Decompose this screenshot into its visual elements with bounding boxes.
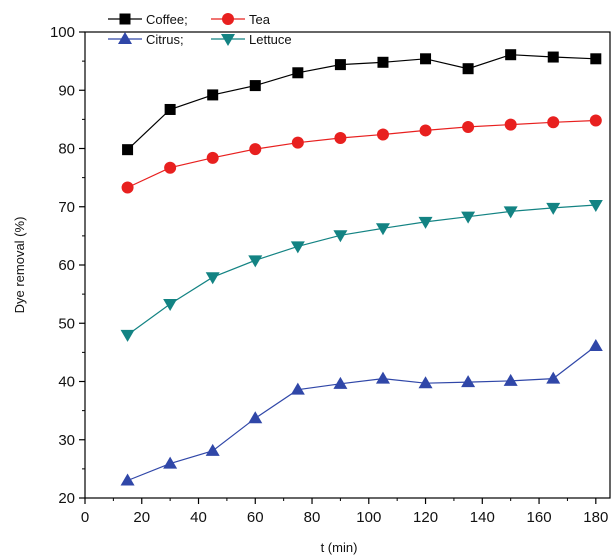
x-tick-label: 0 [81,509,89,526]
x-tick-label: 120 [413,509,438,526]
data-point-citrus [503,373,518,386]
y-tick-label: 90 [58,82,75,99]
data-point-coffee [122,144,134,156]
data-point-tea [376,128,389,141]
y-tick-label: 40 [58,374,75,391]
data-point-tea [164,161,177,174]
data-point-coffee [420,53,432,65]
series-line-tea [127,119,596,189]
data-point-tea [547,116,560,129]
y-tick-label: 80 [58,141,75,158]
y-tick-label: 60 [58,257,75,274]
data-point-coffee [377,56,389,68]
data-point-citrus [333,376,348,389]
data-point-coffee [505,49,517,61]
data-point-citrus [418,376,433,389]
data-point-coffee [334,59,346,71]
data-point-lettuce [375,223,390,236]
data-point-citrus [248,411,263,424]
x-tick-label: 20 [133,509,150,526]
data-point-tea [206,151,219,164]
data-point-lettuce [205,272,220,285]
series-citrus [120,338,603,486]
series-line-citrus [127,345,597,482]
legend-label: Citrus; [146,32,184,47]
data-point-tea [121,181,134,194]
legend-marker [119,13,131,25]
legend-label: Coffee; [146,12,188,27]
data-point-coffee [292,67,304,79]
data-point-citrus [163,456,178,469]
data-point-lettuce [333,230,348,243]
data-point-lettuce [546,202,561,215]
y-tick-label: 20 [58,490,75,507]
x-tick-label: 180 [583,509,608,526]
legend-marker [118,32,132,44]
data-point-coffee [590,53,602,65]
data-point-citrus [205,443,220,456]
series-tea [121,114,602,194]
legend-item-coffee: Coffee; [108,12,188,27]
data-point-coffee [547,51,559,63]
series-lettuce [120,200,603,342]
data-point-coffee [164,103,176,115]
data-point-tea [249,143,262,156]
legend-item-tea: Tea [211,12,271,27]
data-point-tea [419,124,432,137]
x-tick-label: 160 [527,509,552,526]
series-line-lettuce [127,204,596,336]
y-tick-label: 50 [58,315,75,332]
series-layer [120,49,603,486]
data-point-lettuce [120,329,135,342]
data-point-citrus [461,375,476,388]
legend-item-citrus: Citrus; [108,32,184,47]
data-point-lettuce [588,200,603,213]
x-tick-label: 60 [247,509,264,526]
data-point-citrus [375,371,390,384]
x-tick-label: 40 [190,509,207,526]
data-point-citrus [120,473,135,486]
data-point-lettuce [418,216,433,229]
legend-marker [222,13,234,25]
legend-label: Lettuce [249,32,292,47]
data-point-tea [504,118,517,131]
data-point-tea [334,132,347,145]
y-tick-label: 30 [58,432,75,449]
data-point-coffee [249,80,261,92]
data-point-coffee [462,63,474,75]
series-line-coffee [127,54,596,151]
x-axis-label: t (min) [321,540,358,555]
data-point-tea [589,114,602,127]
data-point-lettuce [248,255,263,268]
data-point-citrus [588,338,603,351]
data-point-lettuce [503,206,518,219]
legend: Coffee; Tea Citrus; Lettuce [108,12,292,47]
x-tick-label: 100 [356,509,381,526]
x-axis: 0 20 40 60 80 100 120 140 160 180 [81,498,608,526]
x-tick-label: 80 [304,509,321,526]
legend-marker [221,34,235,46]
data-point-citrus [290,382,305,395]
data-point-lettuce [163,299,178,312]
data-point-lettuce [461,211,476,224]
data-point-lettuce [290,241,305,254]
plot-border [84,31,611,499]
legend-label: Tea [249,12,271,27]
y-tick-label: 70 [58,199,75,216]
data-point-citrus [546,371,561,384]
y-axis: 20 30 40 50 60 70 80 90 100 [50,24,85,507]
legend-item-lettuce: Lettuce [211,32,292,47]
plot-frame [84,31,611,499]
series-coffee [122,49,602,156]
y-axis-label: Dye removal (%) [12,217,27,314]
data-point-tea [462,120,475,133]
y-tick-label: 100 [50,24,75,41]
data-point-tea [291,136,304,149]
x-tick-label: 140 [470,509,495,526]
data-point-coffee [207,89,219,101]
